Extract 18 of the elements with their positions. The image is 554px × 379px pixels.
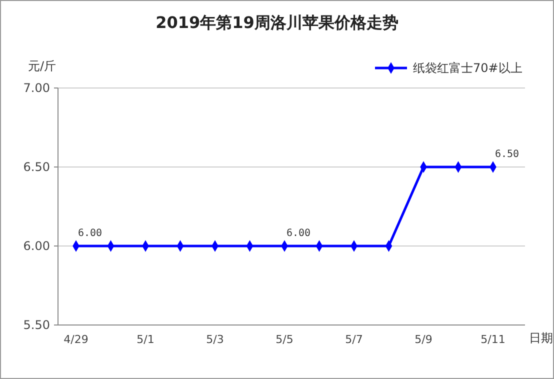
y-tick-label: 7.00 [23, 81, 50, 95]
data-label: 6.00 [286, 228, 311, 239]
x-tick-label: 5/9 [414, 333, 432, 346]
y-tick-label: 6.00 [23, 239, 50, 253]
y-tick-label: 5.50 [23, 318, 50, 332]
data-label: 6.50 [494, 149, 520, 160]
x-tick-label: 5/3 [206, 333, 224, 346]
x-tick-label: 5/5 [276, 333, 294, 346]
x-tick-label: 4/29 [64, 333, 88, 346]
legend-label: 纸袋红富士70#以上 [413, 61, 522, 75]
x-tick-label: 5/7 [345, 333, 363, 346]
y-axis-title: 元/斤 [28, 59, 56, 73]
x-tick-label: 5/1 [136, 333, 154, 346]
data-label: 6.00 [78, 228, 102, 239]
chart-title: 2019年第19周洛川苹果价格走势 [156, 13, 398, 32]
x-axis-title: 日期 [529, 331, 553, 345]
x-tick-label: 5/11 [480, 333, 506, 346]
y-tick-label: 6.50 [23, 160, 50, 174]
